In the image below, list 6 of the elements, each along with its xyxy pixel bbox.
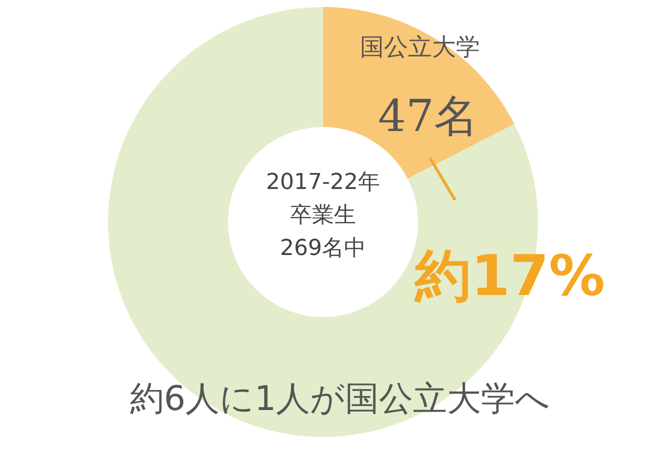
text: 269名中 bbox=[280, 236, 366, 261]
text: 2017-22年 bbox=[266, 170, 380, 195]
text: 卒業生 bbox=[290, 203, 356, 228]
data-label: 47名 bbox=[378, 91, 478, 142]
text: 約17% bbox=[414, 244, 606, 309]
text: 約6人に1人が国公立大学へ bbox=[130, 379, 550, 419]
